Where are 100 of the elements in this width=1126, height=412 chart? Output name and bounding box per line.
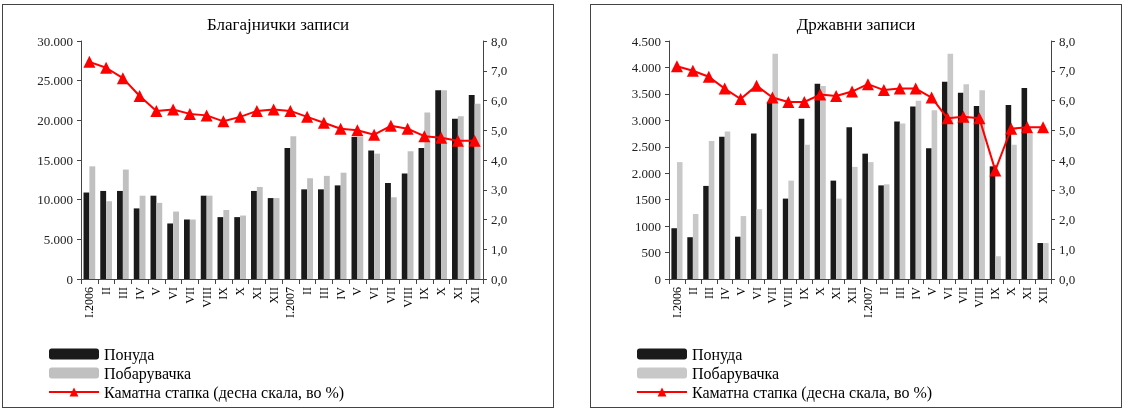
point bbox=[909, 82, 922, 95]
point bbox=[284, 104, 297, 117]
bar bbox=[1011, 144, 1017, 279]
bar bbox=[931, 110, 938, 279]
bar bbox=[750, 133, 757, 279]
bar bbox=[708, 140, 715, 279]
bar bbox=[836, 198, 842, 279]
y-tick-label: 1000 bbox=[635, 218, 661, 234]
bar bbox=[106, 201, 112, 279]
x-tick-label: II bbox=[685, 287, 700, 295]
x-tick-label: VIII bbox=[972, 287, 987, 308]
bar bbox=[772, 53, 779, 279]
bar bbox=[788, 180, 794, 279]
y2-tick-label: 4,0 bbox=[1059, 152, 1076, 168]
y2-tick-label: 1,0 bbox=[1059, 241, 1076, 257]
x-tick-label: XI bbox=[249, 287, 264, 300]
point bbox=[670, 60, 683, 73]
chart-title: Државни записи bbox=[796, 15, 916, 34]
y2-tick-label: 3,0 bbox=[1059, 182, 1076, 198]
bar bbox=[323, 175, 330, 279]
point bbox=[750, 79, 763, 92]
x-tick-label: X bbox=[813, 286, 828, 296]
point bbox=[1005, 122, 1018, 135]
bar bbox=[256, 186, 263, 279]
x-tick-label: III bbox=[115, 287, 130, 299]
y-tick-label: 10.000 bbox=[37, 192, 73, 208]
y2-tick-label: 7,0 bbox=[1059, 63, 1076, 79]
point bbox=[384, 119, 397, 132]
y2-tick-label: 6,0 bbox=[1059, 93, 1076, 108]
y2-tick-label: 5,0 bbox=[1059, 122, 1076, 138]
point bbox=[250, 104, 263, 117]
y2-tick-label: 7,0 bbox=[491, 63, 508, 79]
bar bbox=[307, 178, 313, 279]
legend-label: Понуда bbox=[104, 345, 155, 364]
point bbox=[234, 110, 247, 123]
bar bbox=[735, 236, 741, 279]
bar bbox=[468, 94, 475, 279]
bar bbox=[441, 90, 447, 279]
bar bbox=[122, 169, 129, 279]
x-tick-label: X bbox=[1004, 286, 1019, 296]
bar bbox=[963, 84, 970, 279]
bar bbox=[724, 131, 731, 279]
y2-tick-label: 2,0 bbox=[491, 212, 508, 227]
bar bbox=[883, 184, 890, 279]
y2-tick-label: 0,0 bbox=[491, 271, 508, 287]
bar bbox=[676, 162, 683, 279]
bar bbox=[941, 81, 948, 279]
x-tick-label: VII bbox=[765, 287, 780, 304]
bar bbox=[910, 106, 916, 279]
x-tick-label: IV bbox=[333, 286, 348, 300]
y2-tick-label: 3,0 bbox=[491, 182, 508, 198]
bar bbox=[820, 85, 826, 279]
legend-label: Понуда bbox=[692, 345, 743, 364]
point bbox=[718, 82, 731, 95]
x-tick-label: XI bbox=[1020, 287, 1035, 300]
point bbox=[782, 95, 795, 108]
x-tick-label: V bbox=[350, 286, 365, 296]
y2-tick-label: 6,0 bbox=[491, 93, 508, 108]
point bbox=[368, 128, 381, 141]
point bbox=[401, 122, 414, 135]
legend-label: Побарувачка bbox=[692, 364, 780, 383]
point bbox=[451, 134, 464, 147]
y-tick-label: 2.500 bbox=[631, 139, 661, 155]
bar bbox=[133, 208, 140, 279]
bar bbox=[452, 118, 458, 279]
point bbox=[351, 124, 364, 137]
point bbox=[925, 91, 938, 104]
y2-tick-label: 4,0 bbox=[491, 152, 508, 168]
point bbox=[941, 112, 954, 125]
point bbox=[686, 64, 699, 77]
x-tick-label: VI bbox=[940, 287, 955, 300]
x-tick-label: II bbox=[876, 287, 891, 295]
x-tick-label: VII bbox=[182, 287, 197, 304]
bar bbox=[251, 190, 257, 279]
y-tick-label: 4.500 bbox=[631, 33, 661, 49]
x-tick-label: V bbox=[924, 286, 939, 296]
bar bbox=[240, 215, 246, 279]
x-tick-label: III bbox=[316, 287, 331, 299]
point bbox=[702, 70, 715, 83]
point bbox=[973, 112, 986, 125]
x-tick-label: XI bbox=[450, 287, 465, 300]
x-tick-label: V bbox=[149, 286, 164, 296]
point bbox=[766, 91, 779, 104]
y-tick-label: 3.000 bbox=[631, 112, 661, 128]
bar bbox=[223, 209, 230, 279]
bar bbox=[390, 197, 397, 279]
x-tick-label: X bbox=[434, 286, 449, 296]
y2-tick-label: 2,0 bbox=[1059, 212, 1076, 227]
bar bbox=[200, 195, 207, 279]
bar bbox=[457, 116, 464, 279]
bar bbox=[703, 185, 709, 279]
bar bbox=[89, 166, 96, 279]
point bbox=[418, 130, 431, 143]
x-tick-label: I.2007 bbox=[283, 287, 298, 318]
x-tick-label: II bbox=[300, 287, 315, 295]
bar bbox=[167, 223, 174, 279]
bar bbox=[184, 219, 190, 279]
legend-label: Каматна стапка (десна скала, во %) bbox=[104, 383, 345, 402]
y-tick-label: 0 bbox=[654, 271, 661, 287]
point bbox=[846, 85, 859, 98]
